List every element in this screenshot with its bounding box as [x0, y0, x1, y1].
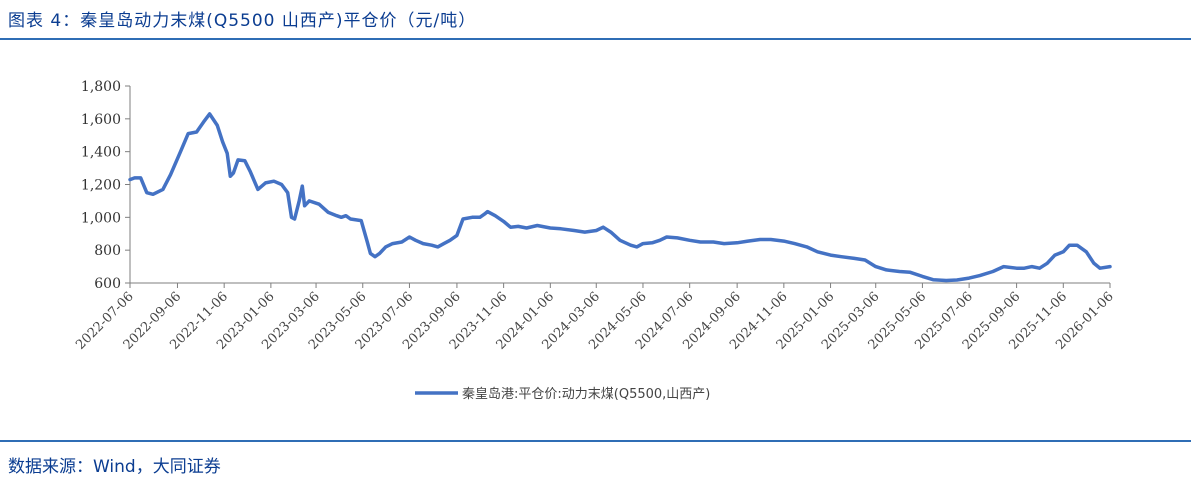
footer-divider — [0, 440, 1191, 442]
legend-label: 秦皇岛港:平仓价:动力末煤(Q5500,山西产) — [462, 386, 710, 402]
chart-series — [128, 112, 1112, 283]
y-tick-label: 1,000 — [81, 210, 121, 226]
chart-title: 图表 4：秦皇岛动力末煤(Q5500 山西产)平仓价（元/吨） — [8, 11, 477, 31]
line-chart: 1,8001,6001,4001,2001,0008006002022-07-0… — [73, 79, 1117, 402]
y-tick-label: 1,800 — [81, 79, 121, 95]
series-line — [128, 112, 1112, 283]
data-source: 数据来源：Wind，大同证券 — [8, 457, 221, 477]
y-tick-label: 1,200 — [81, 178, 121, 194]
y-tick-label: 600 — [94, 276, 121, 292]
y-tick-label: 1,600 — [81, 112, 121, 128]
header-divider — [0, 38, 1191, 40]
y-tick-label: 1,400 — [81, 145, 121, 161]
y-tick-label: 800 — [94, 243, 121, 259]
chart-legend: 秦皇岛港:平仓价:动力末煤(Q5500,山西产) — [415, 386, 710, 402]
chart-axes: 1,8001,6001,4001,2001,0008006002022-07-0… — [73, 79, 1117, 353]
